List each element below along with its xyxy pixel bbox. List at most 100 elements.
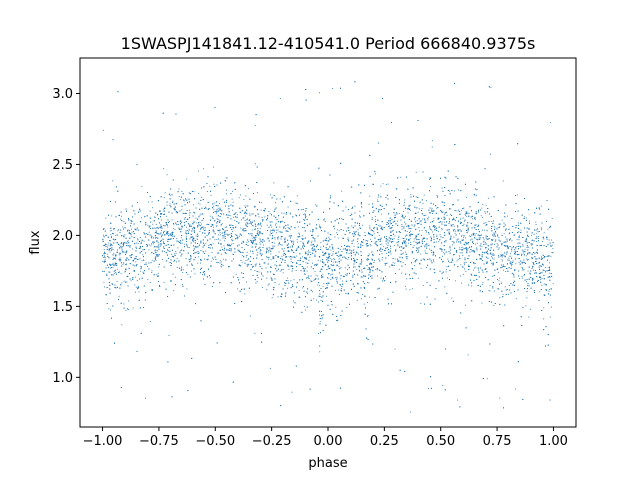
data-point <box>273 182 275 184</box>
data-point <box>322 261 324 262</box>
data-point <box>531 244 533 246</box>
data-point <box>217 238 219 240</box>
data-point <box>113 264 115 266</box>
data-point <box>158 226 160 228</box>
data-point <box>148 201 150 203</box>
data-point <box>478 269 480 271</box>
data-point <box>528 220 530 222</box>
data-point <box>536 240 538 242</box>
data-point <box>267 284 269 286</box>
data-point <box>333 257 335 259</box>
data-point <box>138 287 140 289</box>
data-point <box>507 215 508 217</box>
data-point <box>402 252 404 254</box>
data-point <box>351 225 353 227</box>
data-point <box>255 246 256 248</box>
data-point <box>125 242 127 244</box>
data-point <box>198 224 200 226</box>
data-point <box>370 245 372 247</box>
data-point <box>204 258 205 260</box>
data-point <box>323 218 325 220</box>
data-point <box>259 233 260 235</box>
data-point <box>193 191 195 193</box>
data-point <box>359 215 360 217</box>
data-point <box>408 205 410 207</box>
data-point <box>319 92 320 94</box>
data-point <box>405 215 407 217</box>
data-point <box>400 176 402 178</box>
data-point <box>403 242 405 244</box>
data-point <box>187 230 189 231</box>
data-point <box>234 219 236 221</box>
data-point <box>381 243 383 245</box>
data-point <box>142 254 144 256</box>
data-point <box>176 238 178 240</box>
data-point <box>278 283 280 285</box>
data-point <box>204 272 206 274</box>
data-point <box>139 258 141 260</box>
data-point <box>460 209 462 211</box>
data-point <box>462 236 464 238</box>
data-point <box>159 226 161 228</box>
data-point <box>419 230 420 232</box>
data-point <box>377 211 379 213</box>
data-point <box>122 251 124 252</box>
data-point <box>470 239 471 241</box>
data-point <box>160 240 162 241</box>
data-point <box>313 298 315 300</box>
data-point <box>288 246 289 248</box>
data-point <box>415 216 416 218</box>
data-point <box>253 206 255 208</box>
data-point <box>180 221 182 223</box>
data-point <box>277 215 279 217</box>
data-point <box>105 234 107 236</box>
data-point <box>393 238 395 240</box>
data-point <box>171 219 173 221</box>
data-point <box>281 201 283 202</box>
data-point <box>420 303 422 304</box>
data-point <box>112 266 114 268</box>
data-point <box>174 229 176 230</box>
data-point <box>356 299 358 301</box>
data-point <box>540 277 541 279</box>
data-point <box>501 259 503 261</box>
data-point <box>550 255 552 257</box>
data-point <box>510 263 512 265</box>
data-point <box>151 259 153 261</box>
data-point <box>323 283 325 284</box>
data-point <box>315 249 317 251</box>
data-point <box>497 226 499 228</box>
data-point <box>445 271 447 273</box>
data-point <box>190 236 192 238</box>
data-point <box>108 271 110 273</box>
data-point <box>492 253 494 255</box>
data-point <box>167 250 169 252</box>
data-point <box>417 277 419 279</box>
data-point <box>421 208 423 210</box>
data-point <box>299 260 301 262</box>
data-point <box>127 240 129 242</box>
data-point <box>133 265 135 267</box>
data-point <box>131 236 133 238</box>
data-point <box>113 272 115 274</box>
data-point <box>551 244 553 246</box>
data-point <box>526 281 527 283</box>
data-point <box>430 221 432 223</box>
data-point <box>490 255 492 257</box>
data-point <box>241 261 243 263</box>
data-point <box>434 227 435 229</box>
data-point <box>426 200 427 202</box>
data-point <box>308 250 309 252</box>
data-point <box>208 232 209 234</box>
data-point <box>526 258 528 260</box>
data-point <box>305 215 307 217</box>
data-point <box>246 281 247 283</box>
data-point <box>254 125 256 126</box>
data-point <box>211 252 213 254</box>
data-point <box>215 213 217 215</box>
data-point <box>153 243 155 245</box>
data-point <box>140 268 142 270</box>
data-point <box>297 226 299 228</box>
data-point <box>260 232 262 234</box>
data-point <box>158 266 160 268</box>
